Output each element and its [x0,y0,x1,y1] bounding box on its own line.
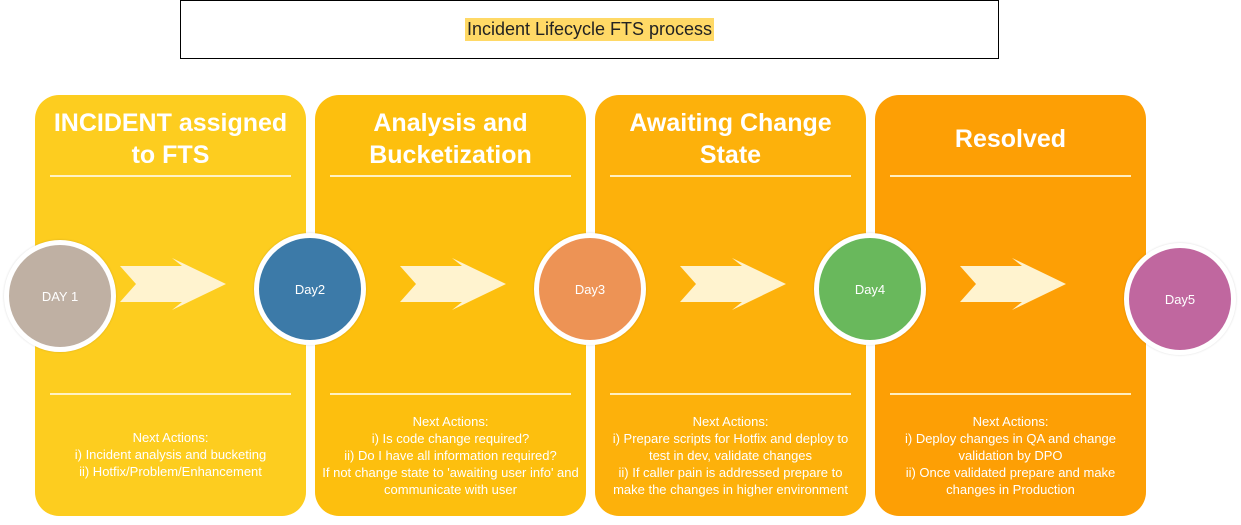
diagram-title-box: Incident Lifecycle FTS process [180,0,999,59]
stage-title: INCIDENT assigned to FTS [53,109,288,169]
chevron-arrow-icon [400,258,506,310]
action-item: i) Is code change required? [371,431,530,446]
action-item: ii) If caller pain is addressed prepare … [618,465,843,480]
divider-line [50,393,291,395]
divider-line [610,393,851,395]
action-item: changes in Production [946,482,1075,497]
day-5-circle: Day5 [1124,243,1236,355]
next-actions: Next Actions: i) Prepare scripts for Hot… [589,413,872,498]
stage-title: Awaiting Change State [629,109,832,169]
chevron-arrow-icon [960,258,1066,310]
action-item: test in dev, validate changes [648,448,813,463]
diagram-title: Incident Lifecycle FTS process [464,18,715,41]
action-item: i) Incident analysis and bucketing [74,447,267,462]
next-actions-header: Next Actions: [972,414,1049,429]
next-actions: Next Actions: i) Deploy changes in QA an… [869,413,1152,498]
stage-panel-analysis: Analysis and Bucketization Next Actions:… [315,95,586,516]
action-item: validation by DPO [958,448,1063,463]
divider-line [50,175,291,177]
day-2-circle: Day2 [254,233,366,345]
action-item: make the changes in higher environment [613,482,848,497]
action-item: i) Prepare scripts for Hotfix and deploy… [612,431,849,446]
action-item: ii) Once validated prepare and make [905,465,1116,480]
day-4-circle: Day4 [814,233,926,345]
action-item: ii) Do I have all information required? [344,448,557,463]
action-item: i) Deploy changes in QA and change [904,431,1117,446]
next-actions: Next Actions: i) Incident analysis and b… [29,429,312,480]
chevron-arrow-icon [120,258,226,310]
action-item: ii) Hotfix/Problem/Enhancement [79,464,262,479]
next-actions: Next Actions: i) Is code change required… [309,413,592,498]
action-item: If not change state to 'awaiting user in… [322,465,579,480]
stage-title: Analysis and Bucketization [369,109,532,169]
next-actions-header: Next Actions: [692,414,769,429]
divider-line [330,175,571,177]
day-3-circle: Day3 [534,233,646,345]
day-1-circle: DAY 1 [4,240,116,352]
next-actions-header: Next Actions: [132,430,209,445]
action-item: communicate with user [384,482,517,497]
divider-line [890,175,1131,177]
divider-line [610,175,851,177]
stage-title: Resolved [954,125,1067,153]
chevron-arrow-icon [680,258,786,310]
divider-line [890,393,1131,395]
next-actions-header: Next Actions: [412,414,489,429]
divider-line [330,393,571,395]
